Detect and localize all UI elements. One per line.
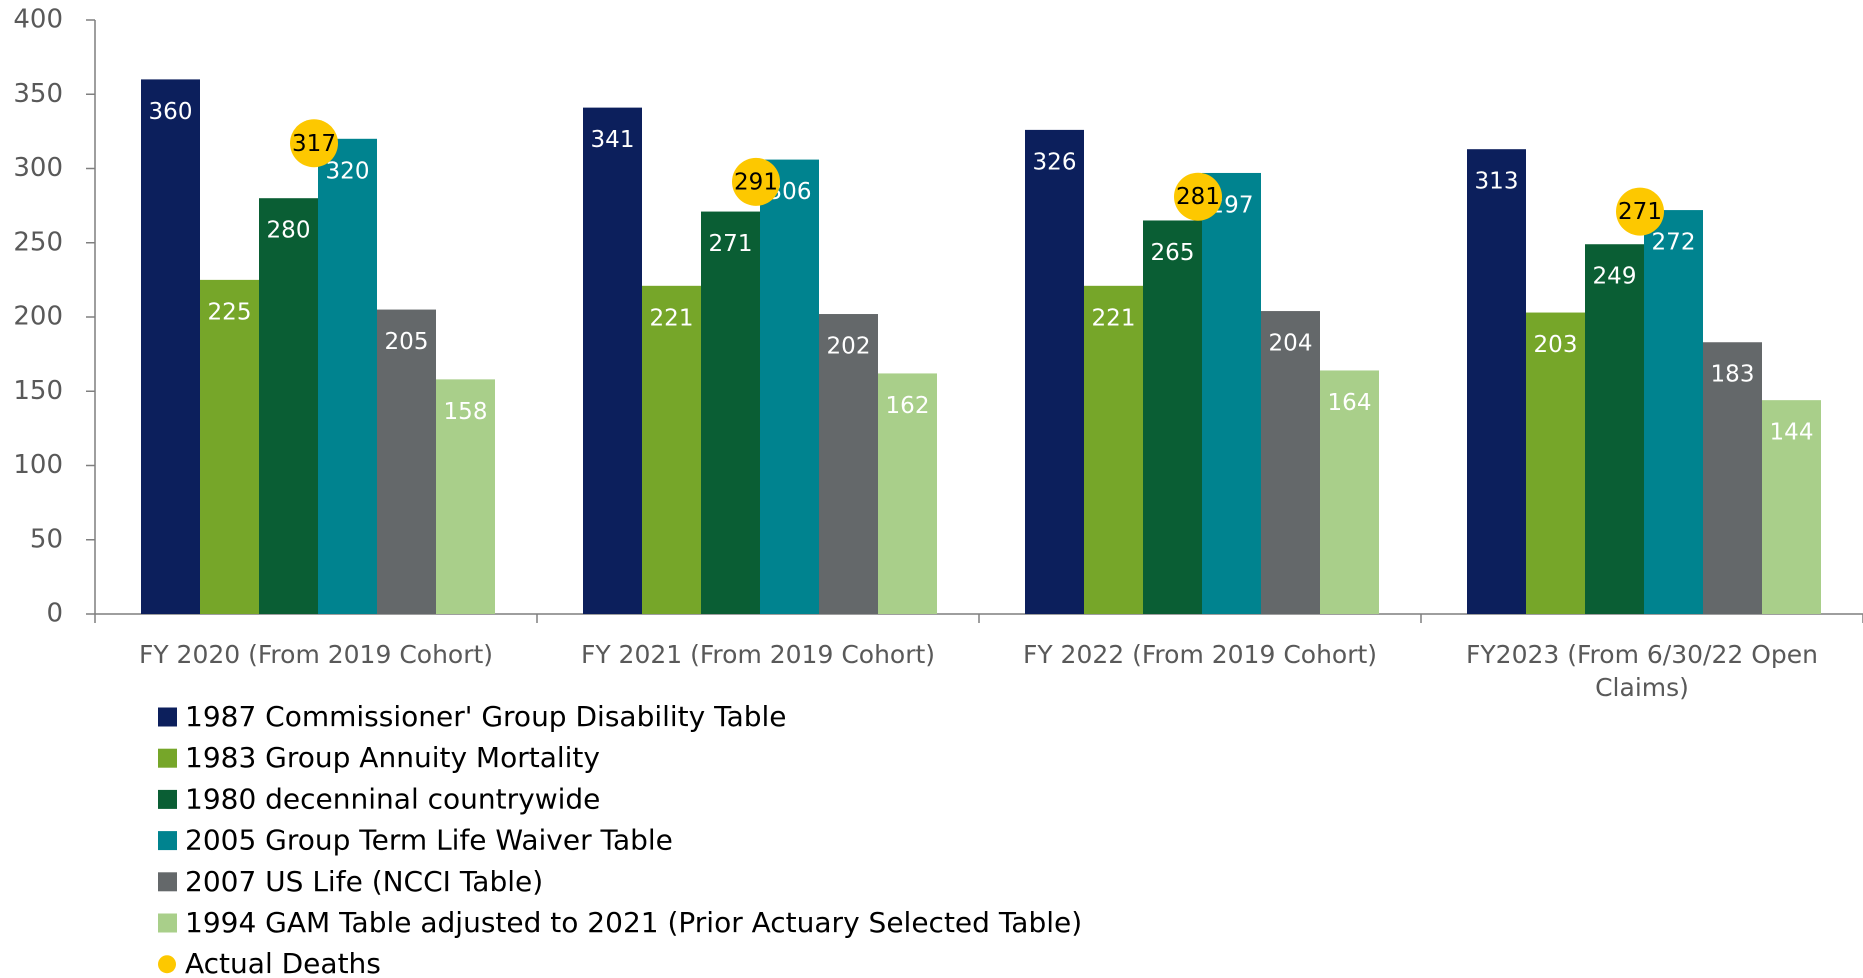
dot — [1174, 172, 1222, 221]
legend-label: 1987 Commissioner' Group Disability Tabl… — [185, 700, 787, 733]
y-tick-label: 400 — [13, 5, 63, 35]
value-label: 221 — [1092, 305, 1136, 331]
bar — [141, 79, 200, 614]
bar — [1762, 400, 1821, 614]
legend-label: 2005 Group Term Life Waiver Table — [185, 824, 673, 857]
value-label: 280 — [267, 218, 311, 244]
bar — [1526, 312, 1585, 614]
value-label: 202 — [827, 334, 871, 360]
y-tick-label: 150 — [13, 376, 63, 406]
bar — [1703, 342, 1762, 614]
value-label: 205 — [385, 329, 429, 355]
value-label: 204 — [1269, 331, 1313, 357]
x-tick-label: FY2023 (From 6/30/22 Open Claims) — [1466, 640, 1818, 702]
value-label: 320 — [326, 158, 370, 184]
value-label: 271 — [1618, 199, 1662, 225]
y-tick-label: 350 — [13, 79, 63, 109]
value-label: 341 — [591, 127, 635, 153]
bar — [1143, 220, 1202, 614]
value-label: 221 — [650, 305, 694, 331]
bar — [1202, 172, 1261, 614]
value-label: 326 — [1033, 149, 1077, 175]
value-label: 281 — [1176, 184, 1220, 210]
value-label: 291 — [734, 169, 778, 195]
legend-label: 1983 Group Annuity Mortality — [185, 741, 600, 774]
bar — [436, 379, 495, 614]
value-label: 271 — [709, 231, 753, 257]
y-tick-label: 200 — [13, 302, 63, 332]
legend-label: Actual Deaths — [185, 947, 381, 978]
value-label: 313 — [1475, 169, 1519, 195]
bar — [1084, 285, 1143, 614]
legend-swatch — [158, 872, 177, 892]
bar — [878, 373, 937, 614]
y-tick-label: 50 — [30, 524, 63, 554]
legend-label: 1994 GAM Table adjusted to 2021 (Prior A… — [185, 906, 1082, 939]
x-tick-label: FY 2021 (From 2019 Cohort) — [580, 640, 936, 669]
value-label: 265 — [1151, 240, 1195, 266]
legend-label: 2007 US Life (NCCI Table) — [185, 865, 543, 898]
value-label: 158 — [444, 399, 488, 425]
legend-swatch — [158, 789, 177, 809]
x-tick-label: FY 2020 (From 2019 Cohort) — [138, 640, 494, 669]
value-label: 164 — [1328, 390, 1372, 416]
legend-label: 1980 decenninal countrywide — [185, 782, 600, 815]
y-tick-label: 100 — [13, 450, 63, 480]
bar — [1644, 210, 1703, 614]
bar — [1467, 149, 1526, 614]
bar — [583, 107, 642, 615]
legend-swatch — [158, 831, 177, 851]
dot — [290, 119, 338, 168]
bar — [642, 285, 701, 614]
bar — [1025, 129, 1084, 614]
y-tick-label: 300 — [13, 153, 63, 183]
value-label: 225 — [208, 299, 252, 325]
dot — [732, 157, 780, 206]
bar — [701, 211, 760, 614]
value-label: 183 — [1711, 362, 1755, 388]
legend-swatch — [158, 748, 177, 768]
bar — [318, 138, 377, 615]
bar — [760, 159, 819, 614]
value-label: 144 — [1770, 420, 1814, 446]
dot — [1616, 187, 1664, 236]
legend-swatch — [158, 913, 177, 933]
value-label: 203 — [1534, 332, 1578, 358]
legend-swatch — [158, 707, 177, 727]
value-label: 272 — [1652, 230, 1696, 256]
y-tick-label: 0 — [46, 599, 63, 629]
value-label: 249 — [1593, 264, 1637, 290]
bar — [377, 309, 436, 614]
bar — [1585, 244, 1644, 615]
bar — [259, 198, 318, 614]
bar — [200, 279, 259, 614]
bar — [819, 314, 878, 614]
legend-swatch — [158, 955, 176, 974]
value-label: 162 — [886, 393, 930, 419]
x-tick-label: FY 2022 (From 2019 Cohort) — [1022, 640, 1378, 669]
bar — [1261, 311, 1320, 614]
value-label: 317 — [292, 131, 336, 157]
bar — [1320, 370, 1379, 614]
y-tick-label: 250 — [13, 227, 63, 257]
value-label: 360 — [149, 99, 193, 125]
